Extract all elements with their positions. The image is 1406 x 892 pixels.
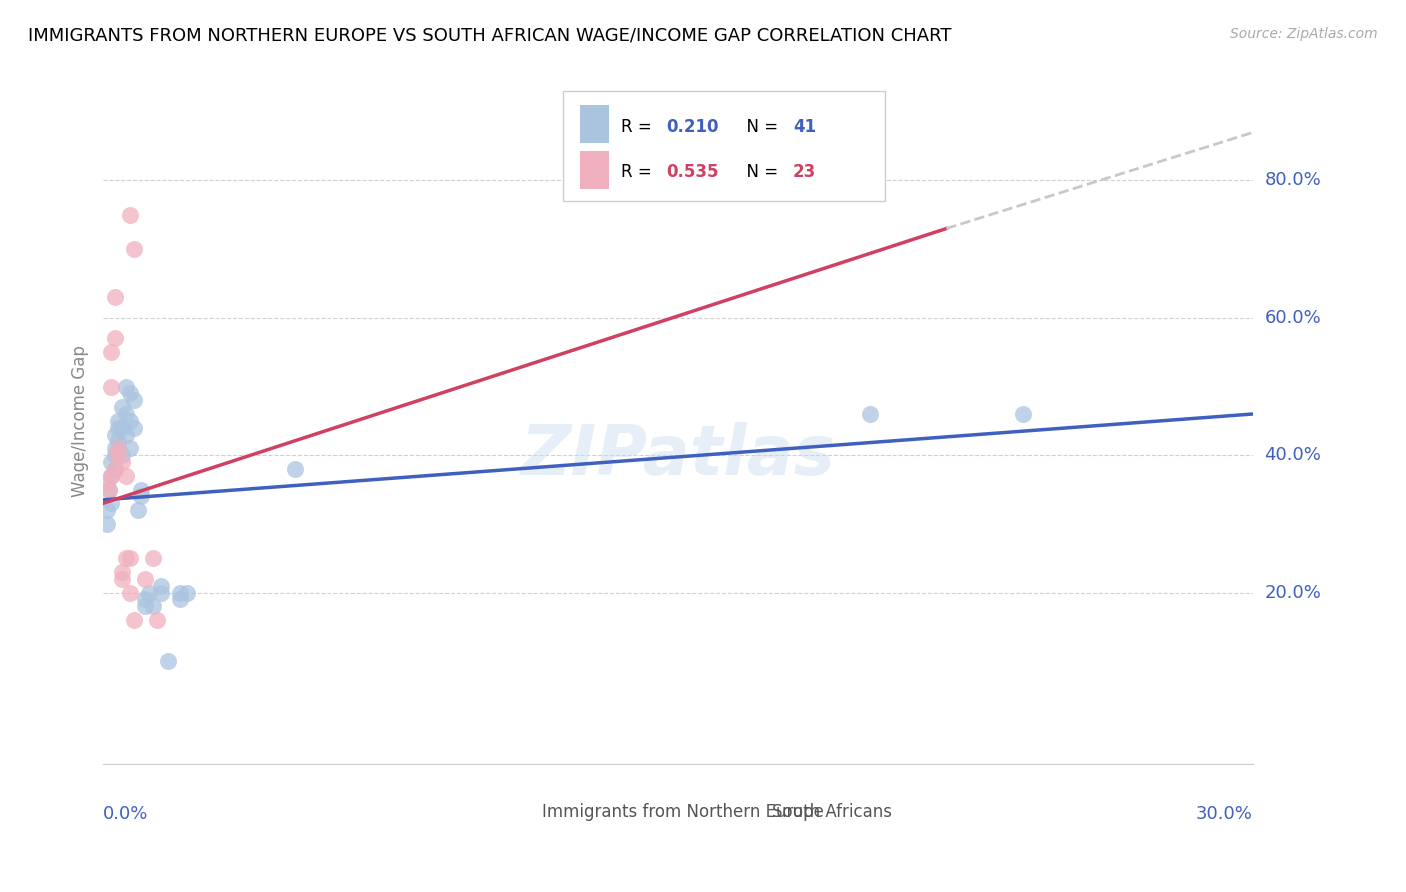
Text: 0.210: 0.210 bbox=[666, 118, 718, 136]
Point bbox=[127, 503, 149, 517]
Point bbox=[100, 468, 122, 483]
Point bbox=[118, 414, 141, 428]
Point bbox=[122, 242, 145, 256]
Point bbox=[97, 483, 120, 497]
Text: N =: N = bbox=[735, 118, 783, 136]
Text: R =: R = bbox=[620, 118, 657, 136]
Point bbox=[104, 462, 127, 476]
Point bbox=[131, 483, 153, 497]
Text: 40.0%: 40.0% bbox=[1264, 446, 1322, 464]
Y-axis label: Wage/Income Gap: Wage/Income Gap bbox=[72, 345, 89, 497]
Text: 30.0%: 30.0% bbox=[1197, 805, 1253, 823]
Text: 0.535: 0.535 bbox=[666, 163, 718, 181]
Text: R =: R = bbox=[620, 163, 657, 181]
Point bbox=[107, 421, 129, 435]
Point bbox=[134, 599, 156, 614]
Point bbox=[107, 442, 129, 456]
Point bbox=[122, 393, 145, 408]
Point bbox=[96, 503, 118, 517]
Point bbox=[169, 585, 191, 599]
Point bbox=[96, 516, 118, 531]
Point bbox=[1012, 407, 1035, 421]
Point bbox=[142, 551, 165, 566]
Point bbox=[104, 331, 127, 345]
Text: 0.0%: 0.0% bbox=[103, 805, 149, 823]
Point bbox=[111, 565, 134, 579]
Point bbox=[122, 613, 145, 627]
Point bbox=[111, 421, 134, 435]
Point bbox=[100, 455, 122, 469]
Point bbox=[134, 572, 156, 586]
Point bbox=[104, 442, 127, 456]
Point bbox=[284, 462, 307, 476]
Point bbox=[138, 585, 160, 599]
Point bbox=[111, 448, 134, 462]
Text: 60.0%: 60.0% bbox=[1264, 309, 1322, 326]
FancyBboxPatch shape bbox=[581, 151, 609, 189]
FancyBboxPatch shape bbox=[562, 91, 884, 201]
Text: 20.0%: 20.0% bbox=[1264, 583, 1322, 601]
Point bbox=[118, 551, 141, 566]
Text: South Africans: South Africans bbox=[772, 804, 893, 822]
Text: 80.0%: 80.0% bbox=[1264, 171, 1322, 189]
Point bbox=[149, 579, 172, 593]
Point bbox=[107, 442, 129, 456]
Point bbox=[107, 434, 129, 449]
Point bbox=[115, 379, 138, 393]
Point bbox=[111, 455, 134, 469]
Point bbox=[100, 345, 122, 359]
Point bbox=[859, 407, 882, 421]
Point bbox=[105, 448, 128, 462]
Point bbox=[157, 654, 180, 668]
FancyBboxPatch shape bbox=[512, 801, 537, 825]
Point bbox=[176, 585, 198, 599]
Point bbox=[134, 592, 156, 607]
Point bbox=[169, 592, 191, 607]
Point bbox=[111, 572, 134, 586]
Point bbox=[100, 379, 122, 393]
Point bbox=[146, 613, 169, 627]
Point bbox=[96, 475, 118, 490]
Text: Source: ZipAtlas.com: Source: ZipAtlas.com bbox=[1230, 27, 1378, 41]
Point bbox=[100, 496, 122, 510]
Point bbox=[104, 462, 127, 476]
Point bbox=[104, 448, 127, 462]
Text: N =: N = bbox=[735, 163, 783, 181]
FancyBboxPatch shape bbox=[581, 105, 609, 143]
Text: 23: 23 bbox=[793, 163, 817, 181]
Point bbox=[142, 599, 165, 614]
Point bbox=[104, 427, 127, 442]
Point bbox=[118, 585, 141, 599]
Point bbox=[100, 468, 122, 483]
Text: 41: 41 bbox=[793, 118, 815, 136]
Point bbox=[115, 407, 138, 421]
Point bbox=[122, 421, 145, 435]
Point bbox=[115, 551, 138, 566]
Text: IMMIGRANTS FROM NORTHERN EUROPE VS SOUTH AFRICAN WAGE/INCOME GAP CORRELATION CHA: IMMIGRANTS FROM NORTHERN EUROPE VS SOUTH… bbox=[28, 27, 952, 45]
Point bbox=[104, 290, 127, 304]
Point bbox=[118, 208, 141, 222]
Point bbox=[115, 468, 138, 483]
FancyBboxPatch shape bbox=[741, 801, 766, 825]
Point bbox=[118, 386, 141, 401]
Text: ZIPatlas: ZIPatlas bbox=[520, 422, 835, 489]
Point bbox=[149, 585, 172, 599]
Point bbox=[111, 400, 134, 414]
Text: Immigrants from Northern Europe: Immigrants from Northern Europe bbox=[543, 804, 824, 822]
Point bbox=[131, 490, 153, 504]
Point bbox=[115, 427, 138, 442]
Point bbox=[107, 414, 129, 428]
Point bbox=[118, 442, 141, 456]
Point bbox=[97, 483, 120, 497]
